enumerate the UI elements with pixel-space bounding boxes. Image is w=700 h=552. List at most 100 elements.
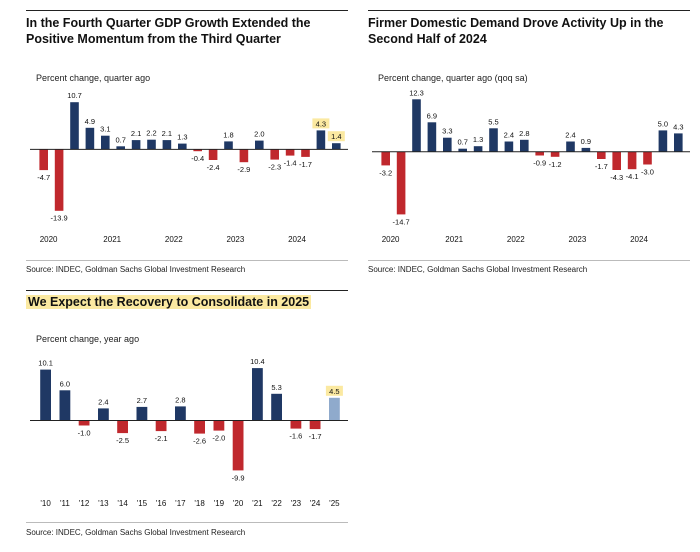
x-tick-label: 2024 (288, 235, 306, 244)
bar-1 (381, 151, 390, 166)
bar-12 (252, 368, 263, 421)
bar-12 (550, 151, 560, 157)
bar-19 (316, 130, 326, 150)
bar-12 (208, 149, 218, 160)
x-tick-label: '12 (79, 499, 90, 508)
bar-11 (535, 151, 544, 156)
value-label-2: 6.0 (60, 379, 70, 388)
x-tick-label: 2020 (40, 235, 58, 244)
x-tick-label: '25 (329, 499, 340, 508)
value-label-18: -1.7 (299, 160, 312, 169)
x-tick-label: '14 (117, 499, 128, 508)
panel-3-title: We Expect the Recovery to Consolidate in… (26, 294, 312, 310)
bar-15 (255, 140, 264, 150)
value-label-8: 5.5 (488, 117, 498, 126)
bar-7 (473, 146, 483, 152)
value-label-13: 2.4 (565, 131, 575, 140)
value-label-highlight-19 (312, 118, 330, 129)
value-label-11: -9.9 (232, 474, 245, 483)
bar-9 (504, 141, 514, 152)
bar-5 (443, 137, 452, 152)
x-tick-label: '23 (291, 499, 302, 508)
bar-1 (40, 369, 51, 421)
bar-2 (59, 390, 71, 421)
value-label-17: -1.4 (284, 159, 297, 168)
bar-2 (54, 149, 64, 211)
bar-14 (290, 420, 302, 429)
panel-3-top-rule (26, 290, 348, 291)
value-label-10: 1.3 (177, 133, 187, 142)
bar-8 (489, 128, 498, 152)
value-label-1: -3.2 (379, 168, 392, 177)
bar-3 (78, 420, 90, 426)
value-label-6: 0.7 (115, 135, 125, 144)
bar-7 (155, 420, 167, 432)
panel-2-top-rule (368, 10, 690, 11)
bar-14 (581, 147, 591, 152)
panel-2-source: Source: INDEC, Goldman Sachs Global Inve… (368, 265, 588, 274)
x-tick-label: '11 (60, 499, 70, 508)
value-label-16: 4.5 (329, 387, 339, 396)
value-label-highlight-16 (325, 385, 343, 396)
panel-3-source: Source: INDEC, Goldman Sachs Global Inve… (26, 528, 246, 537)
value-label-19: 5.0 (658, 119, 668, 128)
x-tick-label: '19 (214, 499, 225, 508)
bar-13 (566, 141, 575, 152)
x-tick-label: 2021 (445, 235, 463, 244)
bar-10 (178, 143, 187, 150)
bar-4 (85, 127, 95, 150)
value-label-19: 4.3 (316, 119, 326, 128)
bar-19 (658, 130, 668, 152)
x-tick-label: 2022 (165, 235, 183, 244)
panel-3-chart: 10.1 6.0 -1.0 2.4 -2.5 2.7 -2.1 2.8 -2.6 -2.0 -9.9… (30, 357, 348, 508)
value-label-6: 0.7 (457, 138, 467, 147)
panel-3-subtitle: Percent change, year ago (36, 334, 140, 344)
bar-15 (597, 151, 606, 159)
value-label-15: -1.7 (595, 162, 608, 171)
bar-14 (239, 149, 249, 163)
value-label-14: 0.9 (581, 137, 591, 146)
bar-8 (147, 139, 156, 150)
x-tick-label: '16 (156, 499, 167, 508)
value-label-17: -4.1 (626, 172, 639, 181)
value-label-4: 2.4 (98, 397, 108, 406)
bar-5 (117, 420, 128, 434)
bar-3 (412, 99, 421, 152)
value-label-10: 2.8 (519, 129, 529, 138)
bar-10 (520, 139, 529, 152)
value-label-15: 2.0 (254, 130, 264, 139)
bar-9 (194, 420, 205, 434)
bar-18 (301, 149, 310, 157)
bar-2 (396, 151, 406, 215)
value-label-20: 4.3 (673, 122, 683, 131)
value-label-14: -1.6 (289, 432, 302, 441)
value-label-11: -0.4 (191, 154, 204, 163)
value-label-9: 2.4 (504, 131, 514, 140)
x-tick-label: '20 (233, 499, 244, 508)
bar-3 (70, 102, 79, 150)
value-label-3: 12.3 (409, 88, 424, 97)
x-tick-label: '10 (40, 499, 51, 508)
bar-13 (224, 141, 233, 150)
panel-1-source: Source: INDEC, Goldman Sachs Global Inve… (26, 265, 246, 274)
panel-1-title: In the Fourth Quarter GDP Growth Extende… (26, 16, 311, 46)
value-label-3: -1.0 (78, 429, 91, 438)
bar-16 (612, 151, 621, 170)
bar-18 (643, 151, 652, 165)
value-label-4: 4.9 (85, 117, 95, 126)
panel-2-chart: -3.2-14.712.36.93.30.7 1.35.52.4 2.8-0.9 -1… (372, 88, 690, 244)
value-label-10: -2.0 (212, 434, 225, 443)
value-label-9: -2.6 (193, 437, 206, 446)
x-tick-label: 2021 (103, 235, 121, 244)
x-tick-label: 2023 (569, 235, 587, 244)
bar-4 (427, 122, 437, 152)
value-label-2: -14.7 (393, 218, 410, 227)
value-label-highlight-20 (327, 131, 345, 142)
bar-16 (329, 397, 340, 421)
x-tick-label: '15 (137, 499, 148, 508)
panel-2-subtitle: Percent change, quarter ago (qoq sa) (378, 73, 528, 83)
value-label-18: -3.0 (641, 168, 654, 177)
value-label-12: -1.2 (549, 160, 562, 169)
x-tick-label: 2020 (382, 235, 400, 244)
value-label-5: 3.1 (100, 125, 110, 134)
